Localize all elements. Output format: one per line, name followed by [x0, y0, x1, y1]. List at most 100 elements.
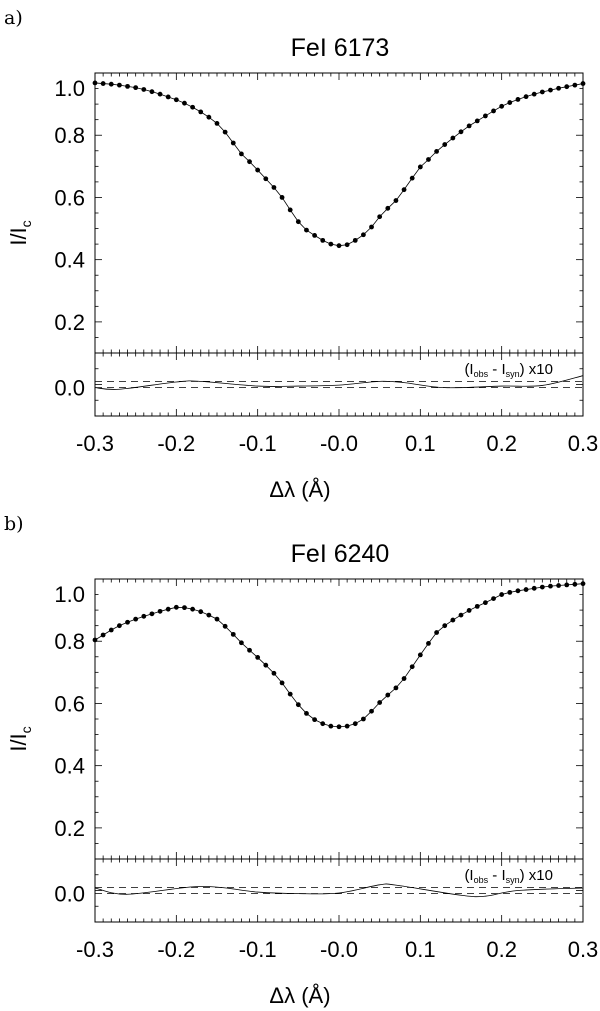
observed-data-point [572, 581, 578, 587]
observed-data-point [190, 104, 196, 110]
residual-line [94, 883, 584, 898]
observed-data-point [507, 589, 513, 595]
observed-data-point [206, 612, 212, 618]
observed-data-point [531, 585, 537, 591]
x-tick-label: -0.0 [320, 937, 358, 962]
x-tick-label: -0.2 [157, 937, 195, 962]
observed-data-point [165, 94, 171, 100]
observed-data-point [385, 692, 391, 698]
observed-data-point [312, 717, 317, 723]
y-tick-label: 0.8 [54, 123, 85, 148]
observed-data-point [474, 603, 480, 609]
observed-data-point [434, 149, 439, 154]
observed-data-point [409, 664, 415, 670]
x-axis-label: Δλ (Å) [269, 983, 330, 1008]
observed-data-point [515, 588, 521, 594]
observed-data-point [295, 219, 301, 225]
y-tick-label: 0.4 [54, 754, 85, 779]
x-tick-label: 0.1 [405, 937, 436, 962]
observed-data-point [271, 670, 277, 676]
x-tick-label: 0.3 [568, 937, 599, 962]
main-plot-frame [94, 578, 584, 860]
panel-b: b) FeI 6240 0.2 0.4 0.6 0.8 1.0 0.0 -0.3 -0.2 -0.1… [4, 513, 598, 1008]
observed-data-point [352, 721, 358, 727]
observed-data-point [523, 94, 529, 100]
observed-data-point [247, 647, 252, 653]
observed-data-point [230, 140, 236, 146]
observed-data-point [491, 596, 496, 601]
observed-data-point [377, 700, 383, 705]
synthetic-profile-line [94, 583, 584, 728]
observed-data-point [108, 627, 114, 633]
residual-y-tick-label: 0.0 [54, 376, 85, 401]
observed-data-point [426, 641, 431, 646]
observed-data-point [344, 723, 350, 729]
chart-title: FeI 6173 [291, 34, 390, 62]
observed-data-point [157, 608, 163, 614]
observed-data-point [523, 587, 529, 592]
observed-data-point [409, 175, 415, 181]
observed-data-point [539, 584, 545, 590]
panel-label: b) [4, 513, 24, 535]
observed-data-point [230, 631, 236, 637]
observed-data-point [92, 80, 98, 86]
y-tick-label: 0.2 [54, 310, 85, 335]
observed-data-point [531, 91, 537, 97]
observed-data-point [369, 224, 374, 230]
observed-data-point [100, 632, 106, 638]
observed-data-point [117, 82, 122, 88]
main-plot-frame [94, 72, 584, 354]
observed-data-point [173, 97, 179, 103]
observed-data-point [222, 129, 228, 135]
residual-plot-frame [94, 352, 584, 417]
observed-data-point [279, 195, 285, 200]
residual-plot-frame [94, 858, 584, 923]
observed-data-point [117, 623, 122, 629]
observed-data-point [287, 691, 293, 697]
observed-data-point [198, 609, 204, 615]
observed-data-point [344, 242, 350, 248]
observed-data-point [328, 723, 334, 729]
observed-data-point [401, 676, 407, 681]
observed-data-point [100, 81, 106, 86]
observed-data-point [352, 237, 358, 243]
observed-data-point [556, 583, 561, 588]
x-tick-label: -0.1 [239, 937, 277, 962]
y-tick-label: 0.8 [54, 629, 85, 654]
y-tick-label: 1.0 [54, 76, 85, 101]
observed-data-point [564, 84, 570, 90]
observed-data-point [491, 108, 496, 114]
observed-data-point [198, 109, 204, 115]
observed-data-point [287, 207, 293, 213]
synthetic-profile-line [94, 82, 584, 247]
observed-data-point [141, 87, 147, 92]
observed-data-point [564, 582, 570, 588]
observed-data-point [483, 600, 488, 606]
observed-data-point [507, 100, 513, 105]
observed-data-point [548, 583, 553, 589]
observed-data-point [214, 616, 220, 622]
y-tick-label: 1.0 [54, 582, 85, 607]
observed-data-point [361, 232, 366, 238]
x-tick-label: 0.1 [405, 431, 436, 456]
observed-data-point [369, 708, 374, 714]
observed-data-point [165, 606, 171, 612]
observed-data-point [149, 89, 155, 95]
observed-data-point [157, 91, 163, 97]
y-tick-label: 0.6 [54, 185, 85, 210]
observed-data-point [466, 123, 472, 129]
observed-data-point [182, 100, 187, 106]
observed-data-point [336, 243, 342, 249]
observed-data-point [377, 214, 383, 220]
observed-data-point [361, 716, 366, 722]
observed-data-point [279, 680, 285, 686]
observed-data-point [580, 81, 586, 86]
residual-y-tick-label: 0.0 [54, 882, 85, 907]
observed-data-point [393, 685, 399, 691]
observed-data-point [458, 612, 464, 618]
chart-title: FeI 6240 [291, 540, 390, 568]
observed-data-point [328, 241, 334, 247]
observed-data-point [466, 608, 472, 613]
x-tick-label: -0.3 [76, 431, 114, 456]
